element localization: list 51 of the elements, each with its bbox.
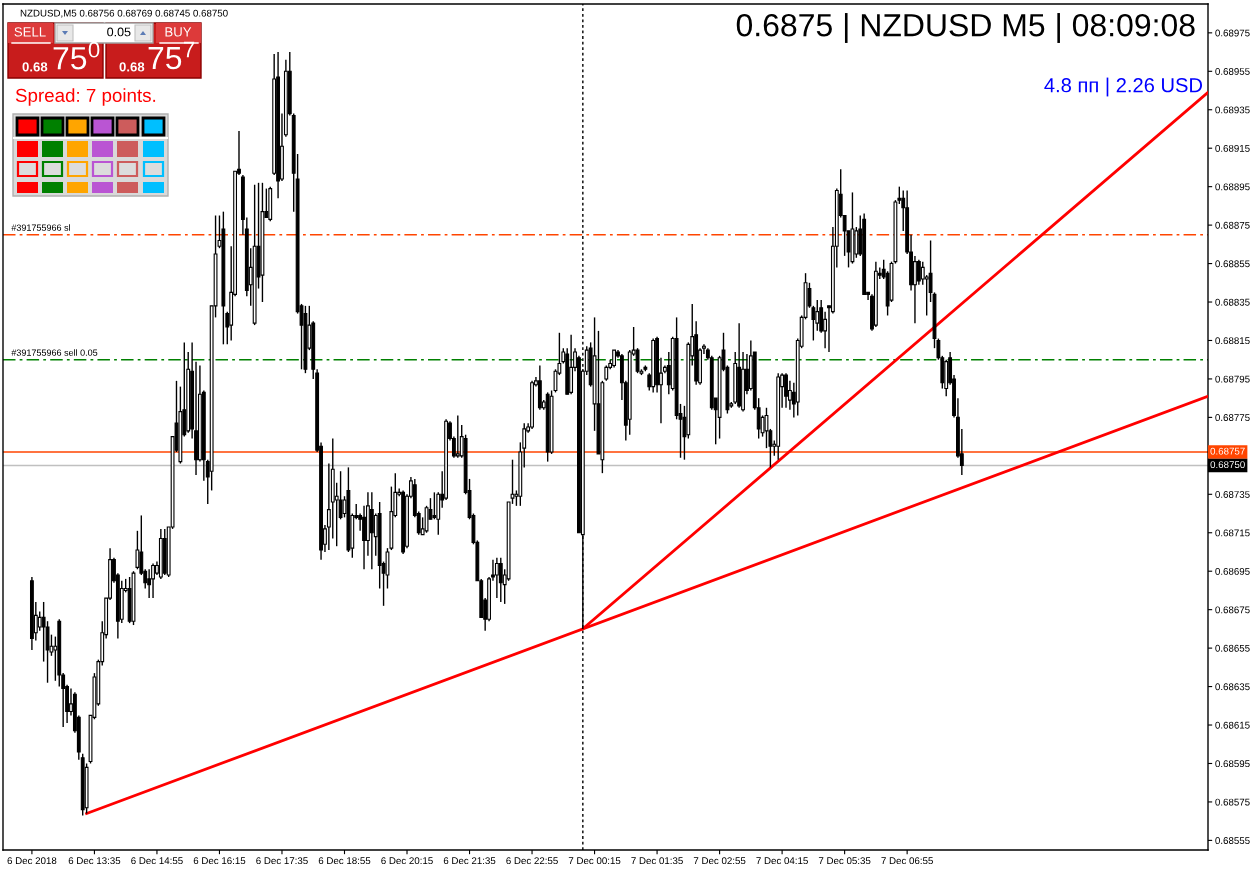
x-tick-label: 6 Dec 20:15 <box>381 857 433 865</box>
x-tick-label: 6 Dec 17:35 <box>256 857 308 865</box>
x-tick-label: 6 Dec 14:55 <box>131 857 183 865</box>
ref-line-label: 0.68750 <box>1210 461 1245 469</box>
y-tick-label: 0.68775 <box>1215 414 1250 421</box>
y-tick-label: 0.68675 <box>1215 606 1250 614</box>
y-tick-label: 0.68835 <box>1215 298 1250 306</box>
y-tick-label: 0.68575 <box>1215 798 1250 806</box>
y-tick-label: 0.68615 <box>1215 721 1250 729</box>
x-tick-label: 7 Dec 00:15 <box>568 857 621 865</box>
x-tick-label: 6 Dec 13:35 <box>68 857 121 865</box>
y-tick-label: 0.68815 <box>1215 337 1250 345</box>
annotation: 4.8 пп | 2.26 USD <box>1044 77 1203 97</box>
annotation: Spread: 7 points. <box>15 88 156 106</box>
annotation: BUY <box>165 27 192 37</box>
y-tick-label: 0.68955 <box>1215 68 1250 75</box>
annotation: 0.68 <box>22 62 48 72</box>
y-tick-label: 0.68695 <box>1215 567 1250 575</box>
annotation: 75$^{0}$ <box>53 41 100 70</box>
y-tick-label: 0.68735 <box>1215 491 1250 498</box>
y-tick-label: 0.68935 <box>1215 106 1250 114</box>
y-tick-label: 0.68555 <box>1215 837 1250 844</box>
annotation: 0.05 <box>107 27 131 37</box>
x-tick-label: 6 Dec 21:35 <box>443 857 496 865</box>
y-tick-label: 0.68655 <box>1215 644 1250 652</box>
y-tick-label: 0.68975 <box>1215 29 1250 37</box>
x-tick-label: 7 Dec 06:55 <box>881 857 933 865</box>
annotation: SELL <box>14 27 46 37</box>
annotation: 75$^{7}$ <box>148 41 195 70</box>
y-tick-label: 0.68895 <box>1215 183 1250 191</box>
x-tick-label: 6 Dec 22:55 <box>506 857 558 865</box>
x-tick-label: 7 Dec 04:15 <box>756 857 808 865</box>
y-tick-label: 0.68855 <box>1215 260 1250 268</box>
x-tick-label: 6 Dec 2018 <box>7 857 57 865</box>
annotation: 0.68 <box>119 62 145 72</box>
ref-line-label: #391755966 sell 0.05 <box>11 349 98 356</box>
y-tick-label: 0.68715 <box>1215 529 1250 537</box>
x-tick-label: 7 Dec 05:35 <box>818 857 871 865</box>
ref-line-label: 0.68757 <box>1210 447 1245 455</box>
y-tick-label: 0.68595 <box>1215 760 1250 768</box>
ref-line-label: #391755966 sl <box>11 224 70 231</box>
y-tick-label: 0.68875 <box>1215 221 1250 229</box>
y-tick-label: 0.68915 <box>1215 144 1250 152</box>
text: NZDUSD,M5 0.68756 0.68769 0.68745 0.68750 <box>20 9 228 18</box>
annotation: 0.6875 | NZDUSD M5 | 08:09:08 <box>736 13 1195 43</box>
x-tick-label: 6 Dec 16:15 <box>193 857 246 865</box>
y-tick-label: 0.68635 <box>1215 683 1250 691</box>
x-tick-label: 6 Dec 18:55 <box>318 857 371 865</box>
x-tick-label: 7 Dec 01:35 <box>631 857 683 865</box>
y-tick-label: 0.68795 <box>1215 375 1250 383</box>
x-tick-label: 7 Dec 02:55 <box>693 857 746 865</box>
